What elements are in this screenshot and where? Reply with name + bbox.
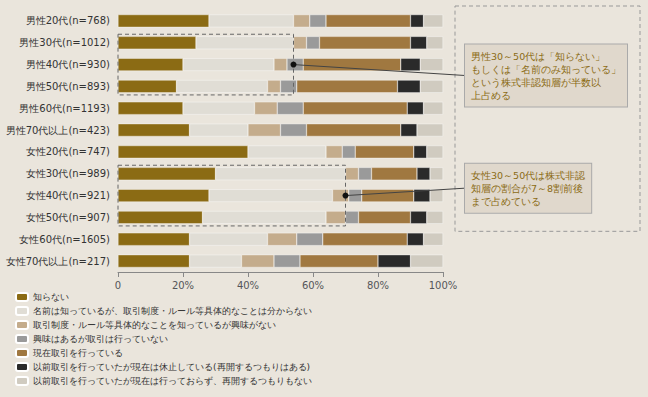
svg-text:取引制度・ルール等具体的なことを知っているが興味がない: 取引制度・ルール等具体的なことを知っているが興味がない bbox=[33, 320, 276, 330]
svg-text:女性30～50代は株式非認: 女性30～50代は株式非認 bbox=[471, 170, 585, 181]
svg-text:女性50代(n=907): 女性50代(n=907) bbox=[26, 212, 110, 223]
svg-text:男性30～50代は「知らない」: 男性30～50代は「知らない」 bbox=[471, 51, 605, 62]
svg-text:女性40代(n=921): 女性40代(n=921) bbox=[26, 190, 110, 201]
svg-text:知らない: 知らない bbox=[33, 292, 69, 302]
svg-text:名前は知っているが、取引制度・ルール等具体的なことは分からな: 名前は知っているが、取引制度・ルール等具体的なことは分からない bbox=[33, 306, 312, 316]
svg-text:女性60代(n=1605): 女性60代(n=1605) bbox=[19, 234, 110, 245]
svg-text:男性20代(n=768): 男性20代(n=768) bbox=[26, 15, 110, 26]
svg-text:女性30代(n=989): 女性30代(n=989) bbox=[26, 168, 110, 179]
svg-text:男性70代以上(n=423): 男性70代以上(n=423) bbox=[6, 125, 110, 136]
svg-text:男性50代(n=893): 男性50代(n=893) bbox=[26, 81, 110, 92]
svg-text:もしくは「名前のみ知っている」: もしくは「名前のみ知っている」 bbox=[471, 64, 621, 75]
svg-text:男性60代(n=1193): 男性60代(n=1193) bbox=[19, 103, 110, 114]
svg-text:0: 0 bbox=[115, 280, 121, 291]
svg-text:60%: 60% bbox=[302, 280, 324, 291]
svg-text:男性40代(n=930): 男性40代(n=930) bbox=[26, 59, 110, 70]
svg-text:という株式非認知層が半数以: という株式非認知層が半数以 bbox=[471, 77, 601, 88]
svg-text:80%: 80% bbox=[367, 280, 389, 291]
svg-text:現在取引を行っている: 現在取引を行っている bbox=[33, 348, 123, 358]
svg-text:40%: 40% bbox=[237, 280, 259, 291]
svg-text:以前取引を行っていたが現在は休止している(再開するつもりはあ: 以前取引を行っていたが現在は休止している(再開するつもりはある) bbox=[33, 362, 310, 372]
svg-text:女性20代(n=747): 女性20代(n=747) bbox=[26, 146, 110, 157]
svg-text:上占める: 上占める bbox=[471, 90, 511, 101]
svg-text:女性70代以上(n=217): 女性70代以上(n=217) bbox=[6, 256, 110, 267]
svg-text:100%: 100% bbox=[429, 280, 458, 291]
svg-text:男性30代(n=1012): 男性30代(n=1012) bbox=[19, 37, 110, 48]
svg-text:知層の割合が7～8割前後: 知層の割合が7～8割前後 bbox=[471, 183, 583, 194]
svg-text:20%: 20% bbox=[172, 280, 194, 291]
svg-text:まで占めている: まで占めている bbox=[471, 196, 541, 207]
svg-text:興味はあるが取引は行っていない: 興味はあるが取引は行っていない bbox=[33, 334, 168, 344]
svg-text:以前取引を行っていたが現在は行っておらず、再開するつもりもな: 以前取引を行っていたが現在は行っておらず、再開するつもりもない bbox=[33, 376, 312, 386]
